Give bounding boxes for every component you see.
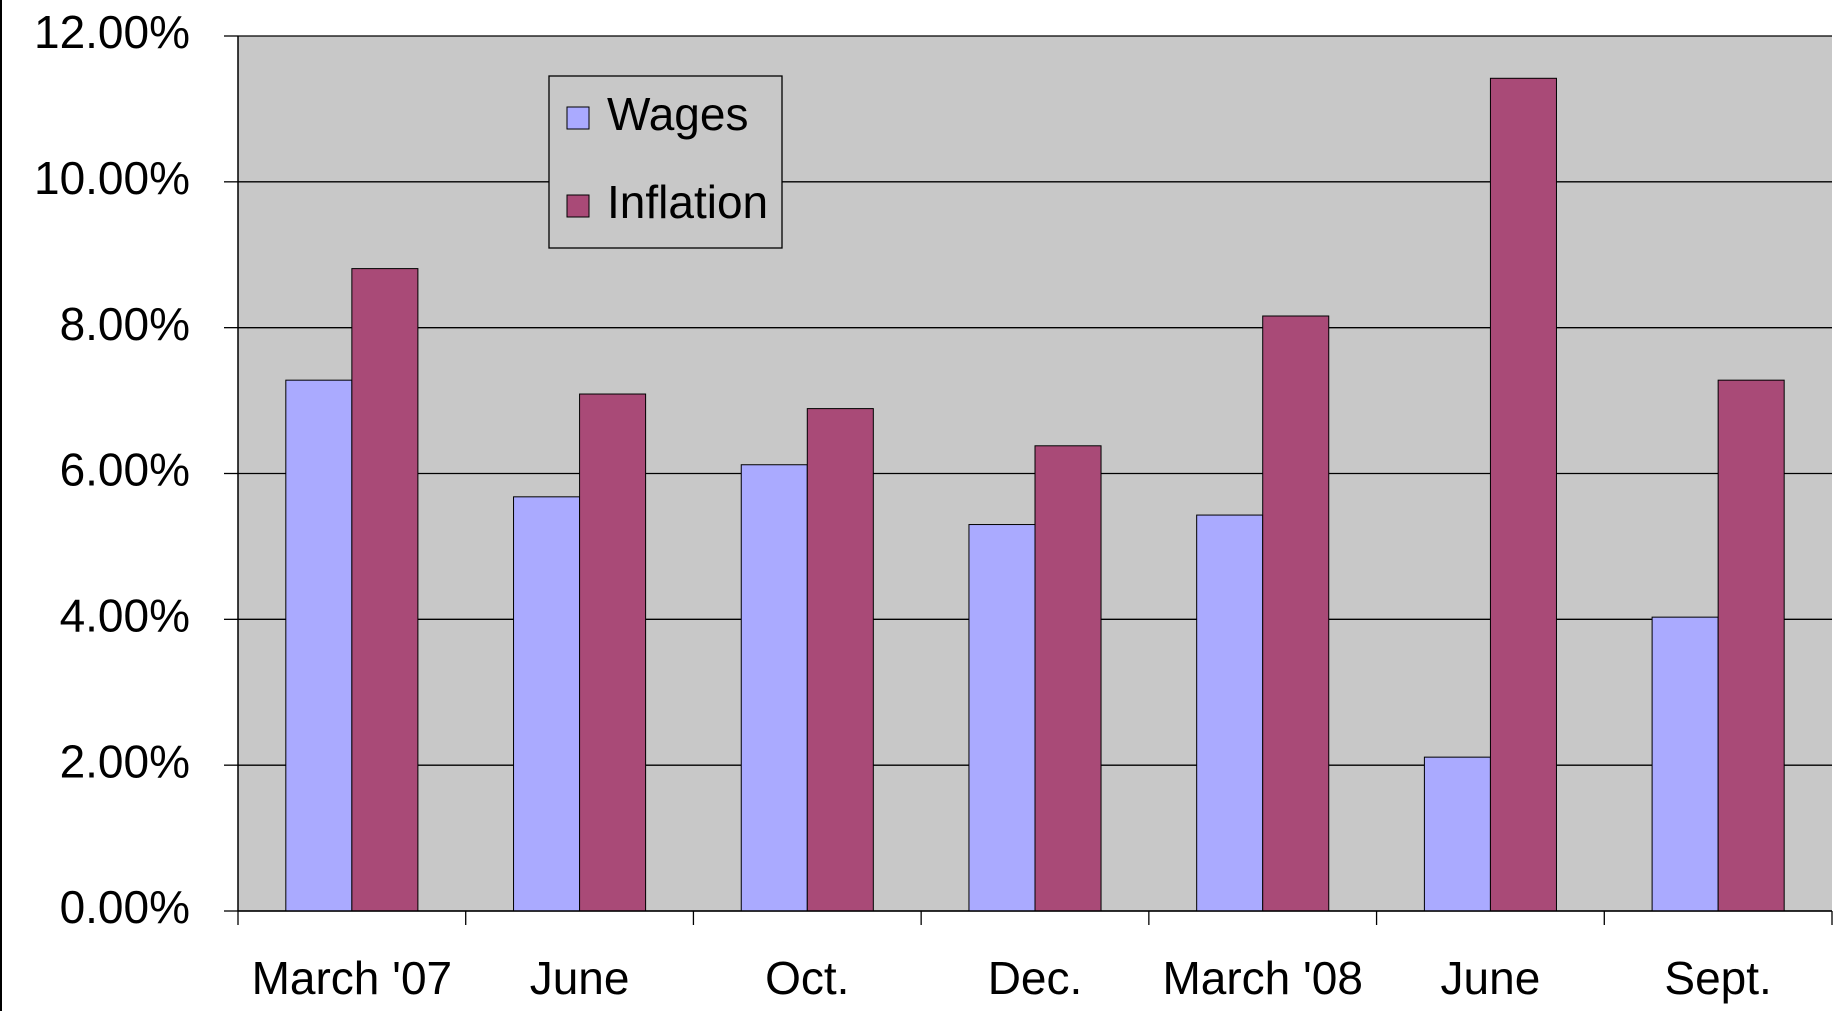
y-tick-label: 6.00% <box>60 444 190 496</box>
bar <box>513 496 581 912</box>
x-tick-label: June <box>530 952 630 1004</box>
y-tick-label: 10.00% <box>34 152 190 204</box>
x-tick-label: March '08 <box>1162 952 1363 1004</box>
bar <box>579 393 647 912</box>
bar <box>1717 379 1785 912</box>
bar <box>1423 756 1491 912</box>
bar <box>1489 77 1557 912</box>
legend-swatch <box>566 106 590 130</box>
bar <box>1034 445 1102 912</box>
x-tick-label: June <box>1441 952 1541 1004</box>
bar <box>285 379 353 912</box>
x-tick-label: Sept. <box>1664 952 1771 1004</box>
bar <box>806 408 874 912</box>
legend-box <box>548 75 783 249</box>
bar <box>1651 616 1719 912</box>
y-tick-label: 2.00% <box>60 735 190 787</box>
x-tick-label: Dec. <box>988 952 1083 1004</box>
legend-label: Inflation <box>607 176 768 228</box>
y-tick-label: 8.00% <box>60 298 190 350</box>
bar <box>351 268 419 912</box>
legend-label: Wages <box>607 88 748 140</box>
legend-swatch <box>566 194 590 218</box>
y-tick-label: 0.00% <box>60 881 190 933</box>
y-tick-label: 4.00% <box>60 589 190 641</box>
bar <box>1262 315 1330 912</box>
x-tick-label: Oct. <box>765 952 849 1004</box>
y-tick-label: 12.00% <box>34 6 190 58</box>
bar <box>968 524 1036 912</box>
bar <box>1196 514 1264 912</box>
x-tick-label: March '07 <box>252 952 453 1004</box>
bar <box>740 464 808 912</box>
